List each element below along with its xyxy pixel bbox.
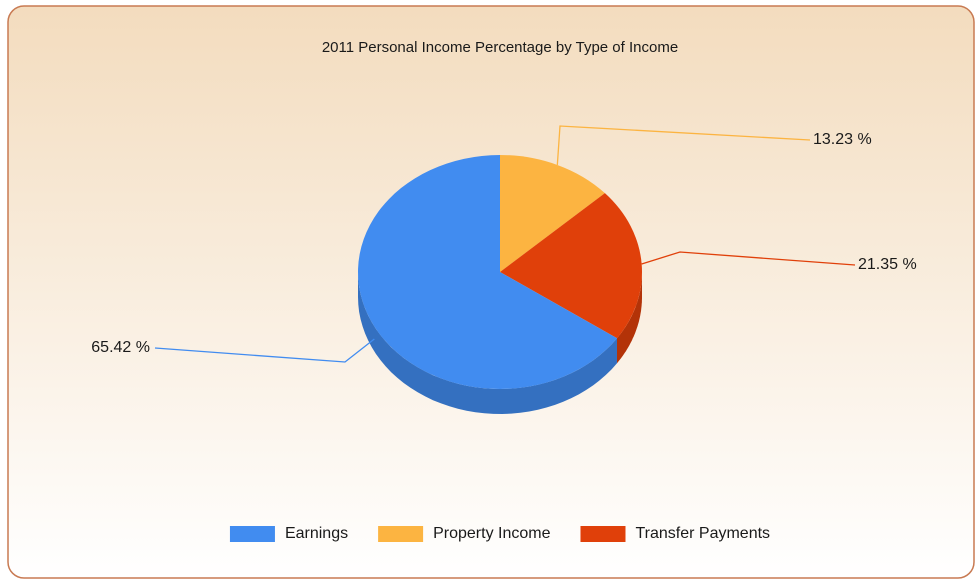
data-label: 21.35 %: [858, 256, 917, 273]
legend-label: Earnings: [285, 525, 348, 542]
leader-line: [641, 251, 856, 266]
pie-slice: [500, 193, 643, 339]
pie-slice: [500, 155, 605, 272]
legend-swatch: [378, 526, 424, 542]
legend-label: Property Income: [433, 525, 550, 542]
data-label: 13.23 %: [813, 131, 872, 148]
pie-slice-side: [617, 272, 642, 364]
data-label: 65.42 %: [91, 339, 150, 356]
pie-slice-side: [358, 272, 617, 414]
leader-line: [556, 125, 811, 166]
legend-swatch: [580, 526, 626, 542]
legend-swatch: [229, 526, 275, 542]
leader-line: [154, 338, 375, 363]
legend-label: Transfer Payments: [635, 525, 770, 542]
pie-slice: [358, 155, 618, 389]
chart-title: 2011 Personal Income Percentage by Type …: [322, 39, 678, 56]
